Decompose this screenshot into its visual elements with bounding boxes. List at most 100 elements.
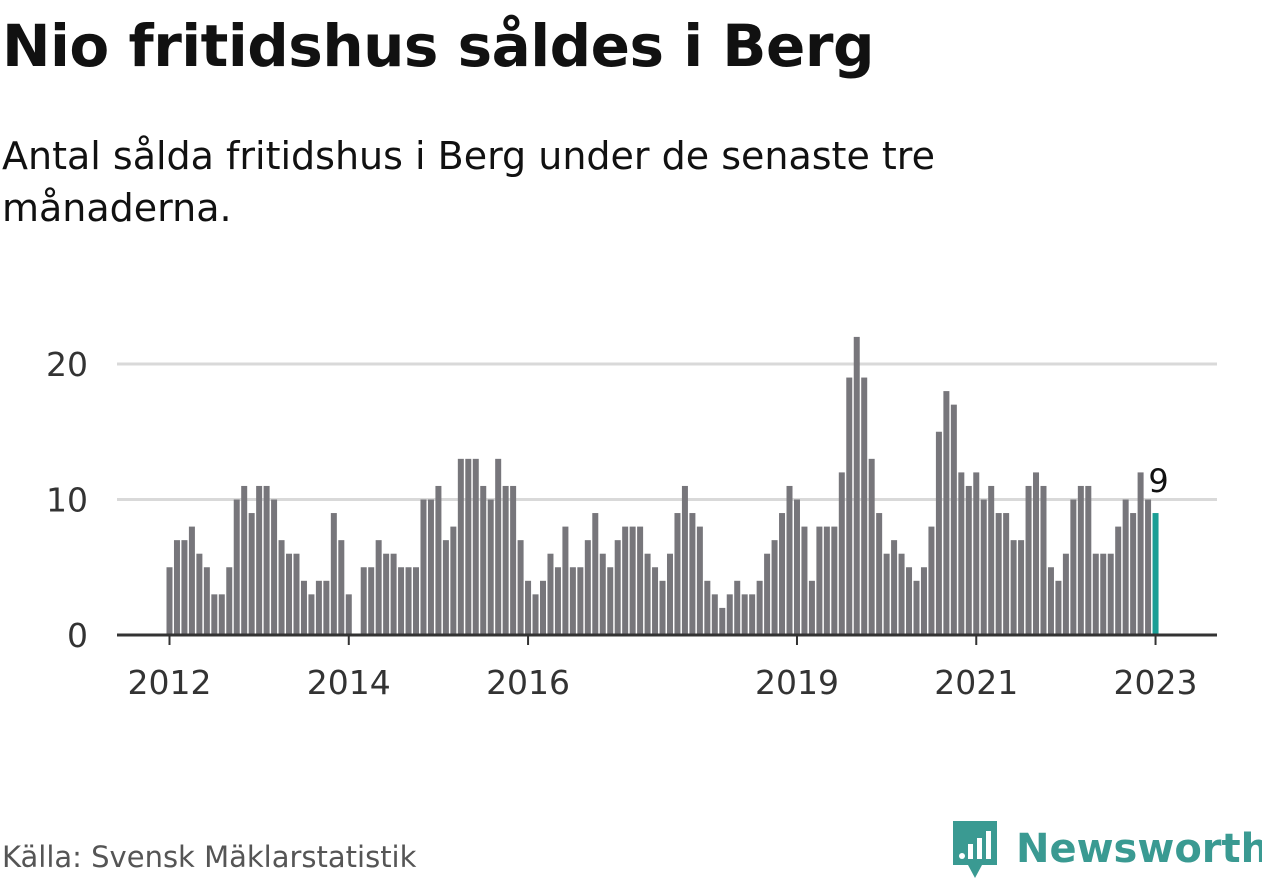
chart-subtitle: Antal sålda fritidshus i Berg under de s… <box>2 134 935 230</box>
bar <box>786 485 793 635</box>
bar <box>659 580 666 635</box>
bar <box>883 553 890 635</box>
bar <box>360 567 367 635</box>
bar <box>711 594 718 635</box>
bar <box>995 513 1002 635</box>
bar <box>1040 485 1047 635</box>
x-tick-label: 2023 <box>1114 663 1198 702</box>
bar <box>943 391 950 635</box>
bar <box>1130 513 1137 635</box>
bar <box>614 540 621 635</box>
bar <box>517 540 524 635</box>
bar <box>1033 472 1040 635</box>
bar <box>569 567 576 635</box>
x-tick-label: 2012 <box>128 663 212 702</box>
bar <box>398 567 405 635</box>
bar <box>816 526 823 635</box>
bar <box>637 526 644 635</box>
bar <box>1003 513 1010 635</box>
bar <box>913 580 920 635</box>
bar <box>547 553 554 635</box>
bar <box>726 594 733 635</box>
bar <box>808 580 815 635</box>
bar <box>973 472 980 635</box>
bar <box>988 485 995 635</box>
bar <box>233 499 240 635</box>
bar <box>920 567 927 635</box>
bar <box>838 472 845 635</box>
bar <box>1107 553 1114 635</box>
bar <box>764 553 771 635</box>
bar <box>644 553 651 635</box>
bar <box>1085 485 1092 635</box>
bar <box>861 377 868 635</box>
bar <box>188 526 195 635</box>
bar <box>465 458 472 635</box>
bar <box>1100 553 1107 635</box>
y-tick-label: 20 <box>46 345 88 384</box>
bar <box>741 594 748 635</box>
bar <box>278 540 285 635</box>
bar <box>681 485 688 635</box>
bar <box>248 513 255 635</box>
bar <box>793 499 800 635</box>
bar <box>435 485 442 635</box>
bar <box>300 580 307 635</box>
bar <box>218 594 225 635</box>
bar <box>166 567 173 635</box>
bar <box>629 526 636 635</box>
bar <box>898 553 905 635</box>
bar <box>853 336 860 635</box>
bar <box>480 485 487 635</box>
bar <box>1070 499 1077 635</box>
bar <box>271 499 278 635</box>
bar <box>1010 540 1017 635</box>
bar <box>696 526 703 635</box>
x-tick-label: 2021 <box>934 663 1018 702</box>
bar <box>487 499 494 635</box>
bar <box>876 513 883 635</box>
bar <box>1152 513 1159 635</box>
bar <box>928 526 935 635</box>
bar <box>211 594 218 635</box>
bar <box>577 567 584 635</box>
bar <box>383 553 390 635</box>
bar <box>226 567 233 635</box>
bar <box>1055 580 1062 635</box>
bar <box>256 485 263 635</box>
bar <box>375 540 382 635</box>
bar <box>323 580 330 635</box>
bar <box>734 580 741 635</box>
bar <box>771 540 778 635</box>
bar <box>554 567 561 635</box>
bar <box>622 526 629 635</box>
bar <box>868 458 875 635</box>
bar <box>196 553 203 635</box>
bar <box>263 485 270 635</box>
bar <box>1025 485 1032 635</box>
x-tick-label: 2014 <box>307 663 391 702</box>
bar <box>562 526 569 635</box>
bar <box>935 431 942 635</box>
bar <box>241 485 248 635</box>
bar <box>1047 567 1054 635</box>
bar <box>1137 472 1144 635</box>
bar <box>510 485 517 635</box>
bar <box>1018 540 1025 635</box>
bar <box>652 567 659 635</box>
bar <box>472 458 479 635</box>
source-note: Källa: Svensk Mäklarstatistik <box>2 840 417 874</box>
bar <box>980 499 987 635</box>
y-tick-label: 10 <box>46 481 88 520</box>
bar <box>599 553 606 635</box>
bar <box>779 513 786 635</box>
bar <box>1092 553 1099 635</box>
bar <box>846 377 853 635</box>
bar <box>390 553 397 635</box>
bar <box>719 607 726 635</box>
bar <box>442 540 449 635</box>
bar-chart-speech-bubble-icon <box>953 821 997 878</box>
bar <box>450 526 457 635</box>
bar <box>689 513 696 635</box>
